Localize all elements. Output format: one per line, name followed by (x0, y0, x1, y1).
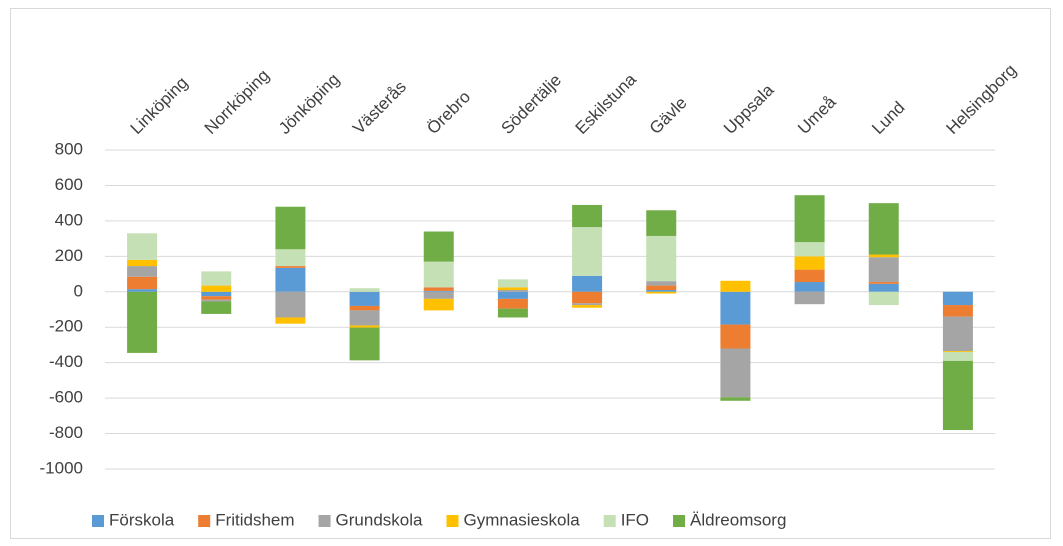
bar-segment (423, 291, 454, 299)
legend-label: Grundskola (336, 510, 423, 529)
bar-segment (201, 271, 232, 286)
bar-segment (720, 280, 751, 292)
bar-segment (646, 281, 677, 286)
bar-segment (572, 275, 603, 292)
bar-segment (572, 305, 603, 308)
bar-segment (275, 266, 306, 268)
y-tick-label: -400 (49, 352, 83, 371)
bar-segment (942, 291, 973, 306)
legend-swatch (673, 515, 686, 527)
bar-segment (868, 257, 899, 283)
bar-segment (349, 288, 380, 292)
bar-segment (423, 298, 454, 311)
bar-segment (942, 352, 973, 361)
bar-segment (275, 249, 306, 267)
bar-segment (720, 324, 751, 349)
y-tick-label: 0 (74, 281, 83, 300)
y-tick-label: 800 (55, 139, 83, 158)
bar-segment (794, 195, 825, 243)
bar-segment (646, 235, 677, 282)
bar-segment (868, 254, 899, 258)
bar-segment (127, 259, 158, 267)
bar-segment (127, 291, 158, 353)
y-tick-label: -200 (49, 317, 83, 336)
bar-segment (497, 287, 528, 291)
bar-segment (572, 303, 603, 306)
bar-segment (127, 276, 158, 290)
bar-segment (349, 327, 380, 361)
bar-segment (868, 283, 899, 292)
bar-segment (868, 291, 899, 306)
legend-label: IFO (621, 510, 649, 529)
bar-segment (201, 299, 232, 302)
bar-segment (720, 348, 751, 398)
bar-segment (720, 397, 751, 401)
legend-swatch (318, 515, 331, 527)
y-tick-label: 400 (55, 210, 83, 229)
bar-segment (201, 291, 232, 297)
bar-segment (127, 266, 158, 277)
y-tick-label: 200 (55, 246, 83, 265)
y-tick-label: 600 (55, 175, 83, 194)
legend-swatch (92, 515, 104, 527)
bar-segment (201, 285, 232, 292)
bar-segment (349, 325, 380, 328)
bar-segment (646, 285, 677, 291)
y-tick-label: -1000 (40, 458, 83, 477)
bar-segment (127, 233, 158, 260)
bar-segment (497, 298, 528, 309)
bar-segment (942, 305, 973, 317)
bar-segment (572, 291, 603, 304)
bar-segment (572, 204, 603, 228)
bar-segment (201, 296, 232, 300)
legend-label: Gymnasieskola (463, 510, 580, 529)
bar-segment (942, 360, 973, 431)
bar-segment (349, 305, 380, 311)
legend-swatch (603, 515, 616, 527)
bar-segment (127, 289, 158, 292)
y-tick-label: -600 (49, 388, 83, 407)
bar-segment (868, 203, 899, 255)
bar-segment (423, 261, 454, 288)
bar-segment (275, 317, 306, 324)
y-tick-label: -800 (49, 423, 83, 442)
bar-segment (497, 308, 528, 318)
bar-segment (646, 210, 677, 236)
legend-swatch (446, 515, 459, 527)
legend-label: Förskola (109, 510, 175, 529)
bar-segment (349, 310, 380, 326)
legend-label: Äldreomsorg (690, 510, 786, 529)
bar-segment (497, 291, 528, 299)
legend-swatch (198, 515, 211, 527)
bar-segment (646, 291, 677, 294)
bar-segment (720, 291, 751, 325)
bar-segment (794, 242, 825, 257)
bar-segment (942, 316, 973, 352)
bar-segment (349, 291, 380, 306)
bar-segment (794, 282, 825, 292)
bar-segment (423, 231, 454, 262)
legend-label: Fritidshem (215, 510, 294, 529)
bar-segment (942, 351, 973, 353)
bar-segment (497, 290, 528, 292)
bar-segment (275, 206, 306, 250)
bar-segment (646, 290, 677, 292)
bar-segment (275, 267, 306, 292)
bar-segment (794, 269, 825, 283)
bar-segment (572, 227, 603, 276)
bar-segment (423, 290, 454, 292)
bar-segment (275, 291, 306, 318)
bar-segment (423, 287, 454, 291)
bar-segment (201, 301, 232, 314)
bar-segment (794, 291, 825, 305)
bar-segment (497, 279, 528, 288)
bar-segment (794, 256, 825, 270)
bar-segment (868, 282, 899, 284)
